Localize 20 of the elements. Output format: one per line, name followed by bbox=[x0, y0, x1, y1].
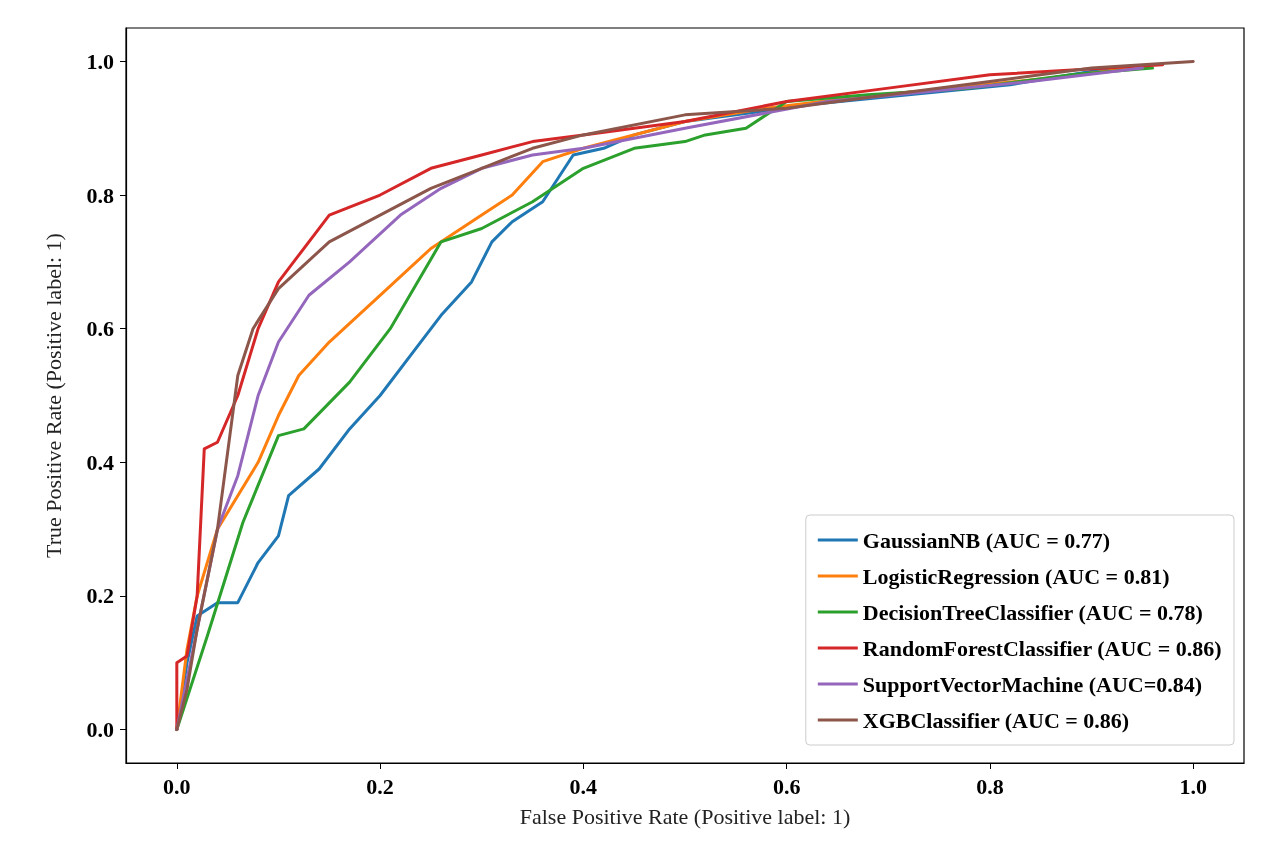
x-tick-label: 0.0 bbox=[163, 773, 191, 799]
y-tick-label: 0.4 bbox=[86, 449, 114, 475]
x-tick-label: 1.0 bbox=[1179, 773, 1207, 799]
y-tick-label: 0.6 bbox=[86, 316, 114, 342]
x-tick-label: 0.6 bbox=[772, 773, 801, 799]
y-tick-label: 0.2 bbox=[86, 583, 114, 609]
legend-label: RandomForestClassifier (AUC = 0.86) bbox=[862, 635, 1222, 661]
x-tick-label: 0.8 bbox=[976, 773, 1004, 799]
y-tick-label: 0.8 bbox=[86, 182, 114, 208]
x-axis-title: False Positive Rate (Positive label: 1) bbox=[519, 803, 851, 829]
legend-label: LogisticRegression (AUC = 0.81) bbox=[862, 563, 1170, 589]
legend-label: XGBClassifier (AUC = 0.86) bbox=[862, 707, 1130, 733]
y-tick-label: 0.0 bbox=[86, 717, 114, 743]
y-axis-title: True Positive Rate (Positive label: 1) bbox=[40, 233, 66, 558]
x-tick-label: 0.4 bbox=[569, 773, 598, 799]
y-tick-label: 1.0 bbox=[86, 48, 114, 74]
x-tick-label: 0.2 bbox=[366, 773, 394, 799]
legend-label: GaussianNB (AUC = 0.77) bbox=[862, 527, 1111, 553]
legend-label: DecisionTreeClassifier (AUC = 0.78) bbox=[862, 599, 1203, 625]
legend-label: SupportVectorMachine (AUC=0.84) bbox=[862, 671, 1203, 697]
